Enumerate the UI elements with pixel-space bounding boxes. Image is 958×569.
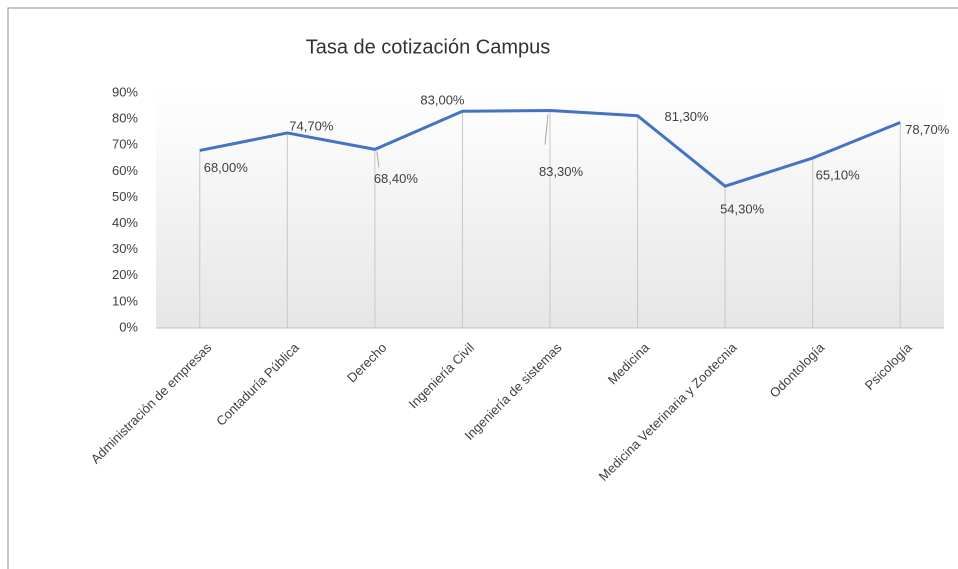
data-label: 81,30% xyxy=(665,109,710,124)
data-label: 68,00% xyxy=(204,160,249,175)
leader-line xyxy=(544,114,549,145)
y-tick-label: 90% xyxy=(112,84,138,99)
y-tick-label: 30% xyxy=(112,241,138,256)
chart-title: Tasa de cotización Campus xyxy=(306,36,551,58)
y-tick-label: 10% xyxy=(112,293,138,308)
y-tick-label: 80% xyxy=(112,111,138,126)
y-tick-label: 0% xyxy=(119,319,138,334)
line xyxy=(199,108,901,188)
data-label: 83,30% xyxy=(539,164,584,179)
data-label: 54,30% xyxy=(720,202,765,217)
y-tick-label: 20% xyxy=(112,267,138,282)
y-tick-label: 50% xyxy=(112,189,138,204)
data-label: 74,70% xyxy=(289,118,334,133)
leader-line xyxy=(376,151,380,168)
data-label: 83,00% xyxy=(420,93,465,108)
data-label: 65,10% xyxy=(816,167,861,182)
y-tick-label: 60% xyxy=(112,163,138,178)
y-tick-label: 40% xyxy=(112,215,138,230)
data-label: 68,40% xyxy=(374,171,419,186)
data-label: 78,70% xyxy=(905,122,950,137)
y-tick-label: 70% xyxy=(112,137,138,152)
